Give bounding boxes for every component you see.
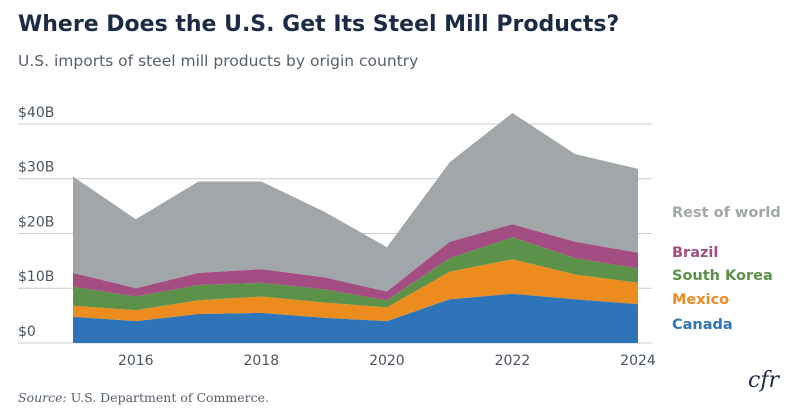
y-tick-label: $30B [18, 160, 54, 176]
chart-subtitle: U.S. imports of steel mill products by o… [18, 52, 419, 70]
area-series [73, 113, 638, 343]
x-tick-label: 2020 [369, 353, 405, 369]
x-tick-label: 2024 [620, 353, 656, 369]
x-tick-label: 2016 [118, 353, 154, 369]
x-tick-label: 2022 [495, 353, 531, 369]
legend: Canada Mexico South Korea Brazil Rest of wor… [672, 205, 781, 333]
chart-title: Where Does the U.S. Get Its Steel Mill P… [18, 12, 620, 37]
legend-rest-of-world: Rest of world [672, 205, 781, 221]
area-south-korea [73, 237, 638, 311]
area-canada [73, 293, 638, 343]
y-axis-ticks: $0 $10B $20B $30B $40B [18, 105, 54, 340]
cfr-logo: cfr [748, 368, 779, 393]
y-tick-label: $10B [18, 269, 54, 285]
y-tick-label: $40B [18, 105, 54, 121]
legend-canada: Canada [672, 317, 733, 333]
area-brazil [73, 224, 638, 301]
area-mexico [73, 259, 638, 322]
x-axis-ticks: 2016 2018 2020 2022 2024 [118, 353, 656, 369]
source-note: Source: U.S. Department of Commerce. [18, 390, 269, 405]
y-tick-label: $0 [18, 324, 36, 340]
y-tick-label: $20B [18, 214, 54, 230]
source-text: U.S. Department of Commerce. [70, 390, 269, 405]
x-tick-label: 2018 [244, 353, 280, 369]
source-label: Source: [18, 390, 67, 405]
area-rest-of-world [73, 113, 638, 292]
legend-brazil: Brazil [672, 245, 718, 261]
legend-mexico: Mexico [672, 292, 729, 308]
legend-south-korea: South Korea [672, 268, 773, 284]
